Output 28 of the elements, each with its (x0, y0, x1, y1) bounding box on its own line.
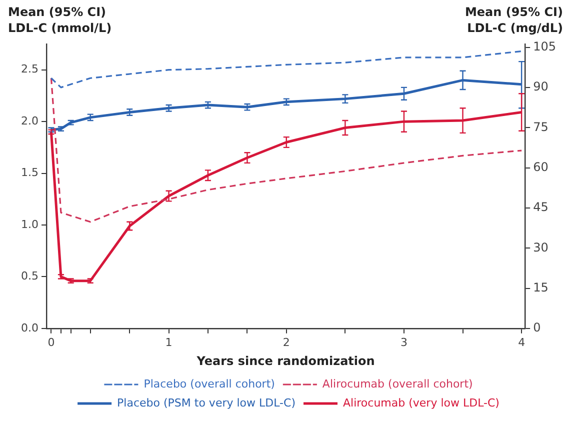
y2-tick-label: 45 (533, 200, 548, 214)
x-axis-title: Years since randomization (196, 354, 375, 368)
y2-tick-label: 90 (533, 80, 548, 94)
legend-label: Alirocumab (overall cohort) (322, 377, 473, 390)
y2-tick-label: 15 (533, 280, 548, 294)
legend-label: Placebo (overall cohort) (144, 377, 275, 390)
line-series (50, 50, 522, 88)
y2-tick-label: 60 (533, 160, 548, 174)
x-tick-label: 2 (282, 336, 290, 349)
x-tick-label: 4 (518, 336, 526, 349)
y2-tick-label: 75 (533, 120, 548, 134)
x-tick-label: 3 (400, 336, 408, 349)
y-tick-label: 1.5 (20, 166, 38, 180)
y-tick-label: 0.5 (20, 270, 38, 283)
x-tick-label: 0 (48, 336, 55, 349)
y-tick-label: 1.0 (20, 218, 38, 231)
legend-label: Placebo (PSM to very low LDL-C) (117, 396, 296, 410)
y-tick-label: 0.0 (20, 321, 38, 334)
y2-axis-title: Mean (95% CI) LDL-C (mg/dL) (464, 4, 563, 36)
y2-tick-label: 0 (533, 320, 541, 335)
y2-tick-label: 105 (533, 40, 556, 54)
y-tick-label: 2.0 (20, 114, 38, 128)
legend-label: Alirocumab (very low LDL-C) (342, 396, 500, 410)
y2-tick-label: 30 (533, 240, 548, 254)
line-series (50, 77, 522, 223)
x-tick-label: 1 (165, 336, 172, 349)
y-axis-title: Mean (95% CI) LDL-C (mmol/L) (8, 4, 113, 36)
y-tick-label: 2.5 (20, 62, 38, 76)
